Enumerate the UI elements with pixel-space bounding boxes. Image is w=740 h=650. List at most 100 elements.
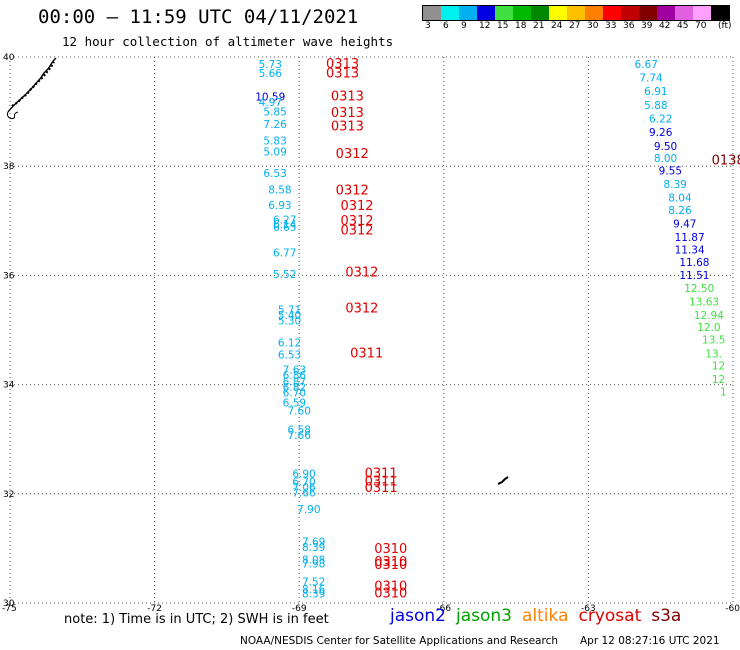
wave-height-value: 6.82	[283, 382, 306, 394]
pass-time-label: 0311	[350, 346, 383, 361]
wave-height-value: 6.67	[635, 59, 658, 71]
legend-entry-altika: altika	[522, 606, 569, 626]
color-scale-tick: 21	[533, 21, 545, 31]
wave-height-value: 5.85	[263, 106, 286, 118]
color-scale-swatch	[423, 6, 441, 20]
pass-time-label: 0313	[331, 106, 364, 121]
map-subtitle: 12 hour collection of altimeter wave hei…	[62, 34, 394, 49]
color-scale-swatch	[657, 6, 675, 20]
footer-note: note: 1) Time is in UTC; 2) SWH is in fe…	[64, 612, 329, 627]
color-scale-swatch	[477, 6, 495, 20]
wave-height-value: 6.53	[278, 349, 301, 361]
wave-height-value: 5.88	[644, 100, 667, 112]
wave-height-value: 7.63	[283, 365, 306, 377]
lon-tick-label: -66	[436, 604, 451, 614]
wave-height-value: 6.14	[273, 219, 297, 231]
wave-height-value: 6.12	[278, 337, 301, 349]
wave-height-value: 11.87	[675, 232, 705, 244]
color-scale-swatch	[567, 6, 585, 20]
lat-tick-label: 40	[3, 53, 15, 63]
color-scale-tick: 27	[569, 21, 581, 31]
legend-entry-jason3: jason3	[456, 606, 512, 626]
color-scale-tick: 36	[623, 21, 635, 31]
pass-time-label: 0312	[340, 214, 373, 229]
wave-height-value: 5.73	[259, 59, 282, 71]
pass-time-label: 0310	[374, 579, 407, 594]
pass-time-label: 0310	[374, 558, 407, 573]
color-scale-tick: 3	[425, 21, 431, 31]
lat-tick-label: 34	[3, 381, 15, 391]
wave-height-value: 7.06	[292, 482, 316, 494]
wave-height-value: 8.04	[668, 193, 692, 205]
color-scale-tick: 42	[659, 21, 671, 31]
pass-time-label: 0313	[331, 120, 364, 135]
pass-time-label: 0312	[340, 223, 373, 238]
pass-time-label: 0312	[336, 184, 369, 199]
pass-time-label: 0313	[326, 57, 359, 72]
pass-time-label: 0313	[326, 67, 359, 82]
wave-height-value: 9.55	[659, 165, 682, 177]
color-scale-swatch	[513, 6, 531, 20]
color-scale-swatch	[549, 6, 567, 20]
wave-height-value: 8.16	[302, 584, 326, 596]
color-scale-swatch	[585, 6, 603, 20]
wave-height-value: 12.50	[684, 283, 714, 295]
legend-entry-cryosat: cryosat	[578, 606, 642, 626]
color-scale-tick: 18	[515, 21, 527, 31]
wave-height-value: 6.70	[292, 477, 315, 489]
pass-time-label: 0311	[365, 466, 398, 481]
color-scale-tick: 33	[605, 21, 617, 31]
wave-height-value: 12	[712, 360, 725, 372]
wave-height-value: 6.86	[283, 370, 307, 382]
pass-time-label: 0312	[336, 147, 369, 162]
wave-height-value: 8.39	[663, 179, 686, 191]
pass-time-label: 0310	[374, 587, 407, 602]
color-scale-swatch	[495, 6, 513, 20]
wave-height-value: 6.65	[273, 222, 296, 234]
wave-height-value: 5.66	[259, 68, 283, 80]
wave-height-value: 4.97	[259, 97, 282, 109]
wave-height-value: 11.68	[679, 257, 709, 269]
wave-height-value: 7.66	[288, 430, 312, 442]
wave-height-value: 7.26	[263, 119, 287, 131]
lon-tick-label: -72	[147, 604, 162, 614]
color-scale-swatch	[675, 6, 693, 20]
wave-height-value: 13.	[705, 348, 722, 360]
color-scale-swatch	[441, 6, 459, 20]
pass-time-label: 0310	[374, 542, 407, 557]
wave-height-value: 5.30	[278, 316, 301, 328]
color-scale-bar	[422, 5, 730, 21]
wave-height-value: 7.90	[297, 504, 320, 516]
wave-height-value: 5.40	[278, 310, 301, 322]
color-scale-swatch	[459, 6, 477, 20]
lat-tick-label: 38	[3, 162, 15, 172]
wave-height-value: 7.74	[639, 73, 663, 85]
pass-time-label: 0312	[345, 302, 378, 317]
wave-height-value: 8.39	[302, 589, 325, 601]
wave-height-value: 9.50	[654, 141, 677, 153]
wave-height-value: 7.98	[302, 559, 325, 571]
wave-height-value: 6.91	[644, 86, 667, 98]
wave-height-value: 5.52	[273, 269, 296, 281]
wave-height-value: 6.77	[273, 247, 296, 259]
color-scale-tick: 6	[443, 21, 449, 31]
wave-height-value: 13.5	[702, 335, 725, 347]
color-scale-swatch	[531, 6, 549, 20]
wave-height-value: 1	[720, 387, 727, 399]
wave-height-value: 8.00	[654, 153, 677, 165]
axis-tick-labels: -75 -72 -69 -66 -63 -60 40 38 36 34 32 30	[2, 53, 740, 614]
footer-credit: NOAA/NESDIS Center for Satellite Applica…	[240, 635, 558, 647]
pass-time-label: 0312	[340, 199, 373, 214]
color-scale-tick: 24	[551, 21, 563, 31]
wave-height-value: 6.58	[288, 425, 311, 437]
lon-tick-label: -69	[292, 604, 307, 614]
wave-height-value: 12	[712, 374, 725, 386]
wave-height-value: 12.0	[697, 322, 720, 334]
legend-entry-jason2: jason2	[390, 606, 446, 626]
wave-height-value: 6.90	[292, 468, 315, 480]
wave-height-value: 5.71	[278, 305, 301, 317]
wave-height-value: 6.53	[263, 168, 286, 180]
color-scale-tick: 15	[497, 21, 509, 31]
color-scale-swatch	[603, 6, 621, 20]
